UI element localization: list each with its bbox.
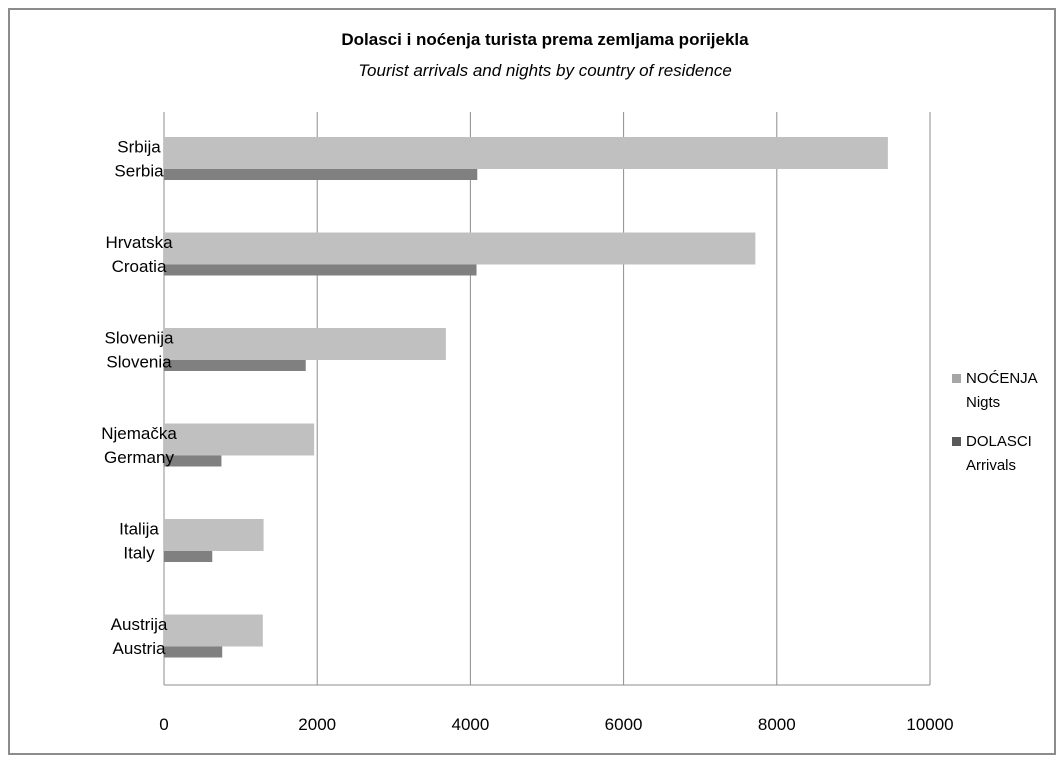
legend-label: Arrivals <box>966 457 1016 474</box>
legend-label: Nigts <box>966 394 1000 411</box>
x-tick-label: 10000 <box>906 715 953 734</box>
bar-arrivals <box>164 360 306 371</box>
category-label: Slovenija <box>105 329 175 348</box>
x-tick-label: 4000 <box>451 715 489 734</box>
bar-nights <box>164 614 263 647</box>
bar-nights <box>164 423 315 456</box>
chart-title: Dolasci i noćenja turista prema zemljama… <box>341 30 749 49</box>
gridlines <box>163 112 931 686</box>
category-label: Njemačka <box>101 424 177 443</box>
bar-nights <box>164 137 888 169</box>
category-label: Austria <box>113 639 166 658</box>
bar-arrivals <box>164 551 213 562</box>
legend-swatch <box>952 374 961 383</box>
x-tick-label: 2000 <box>298 715 336 734</box>
category-label: Serbia <box>114 162 164 181</box>
category-label: Slovenia <box>106 353 172 372</box>
x-tick-label: 8000 <box>758 715 796 734</box>
x-tick-label: 0 <box>159 715 168 734</box>
bar-nights <box>164 328 446 360</box>
legend-label: DOLASCI <box>966 433 1032 450</box>
category-label: Hrvatska <box>105 233 173 252</box>
category-label: Italy <box>123 544 155 563</box>
chart-subtitle: Tourist arrivals and nights by country o… <box>358 61 732 80</box>
category-label: Croatia <box>112 257 167 276</box>
bar-arrivals <box>164 169 478 180</box>
x-tick-labels: 0 2000 4000 6000 8000 10000 <box>159 715 953 734</box>
bars <box>164 137 888 658</box>
category-labels: Srbija Serbia Hrvatska Croatia Slovenija Slov… <box>101 138 177 659</box>
bar-arrivals <box>164 264 477 276</box>
legend: NOĆENJA Nigts DOLASCI Arrivals <box>952 370 1038 474</box>
bar-nights <box>164 232 756 265</box>
category-label: Italija <box>119 520 159 539</box>
legend-label: NOĆENJA <box>966 370 1038 387</box>
bar-arrivals <box>164 646 223 658</box>
category-label: Srbija <box>117 138 161 157</box>
legend-swatch <box>952 437 961 446</box>
category-label: Austrija <box>111 615 168 634</box>
x-tick-label: 6000 <box>605 715 643 734</box>
bar-arrivals <box>164 455 222 467</box>
bar-nights <box>164 519 264 551</box>
category-label: Germany <box>104 448 174 467</box>
